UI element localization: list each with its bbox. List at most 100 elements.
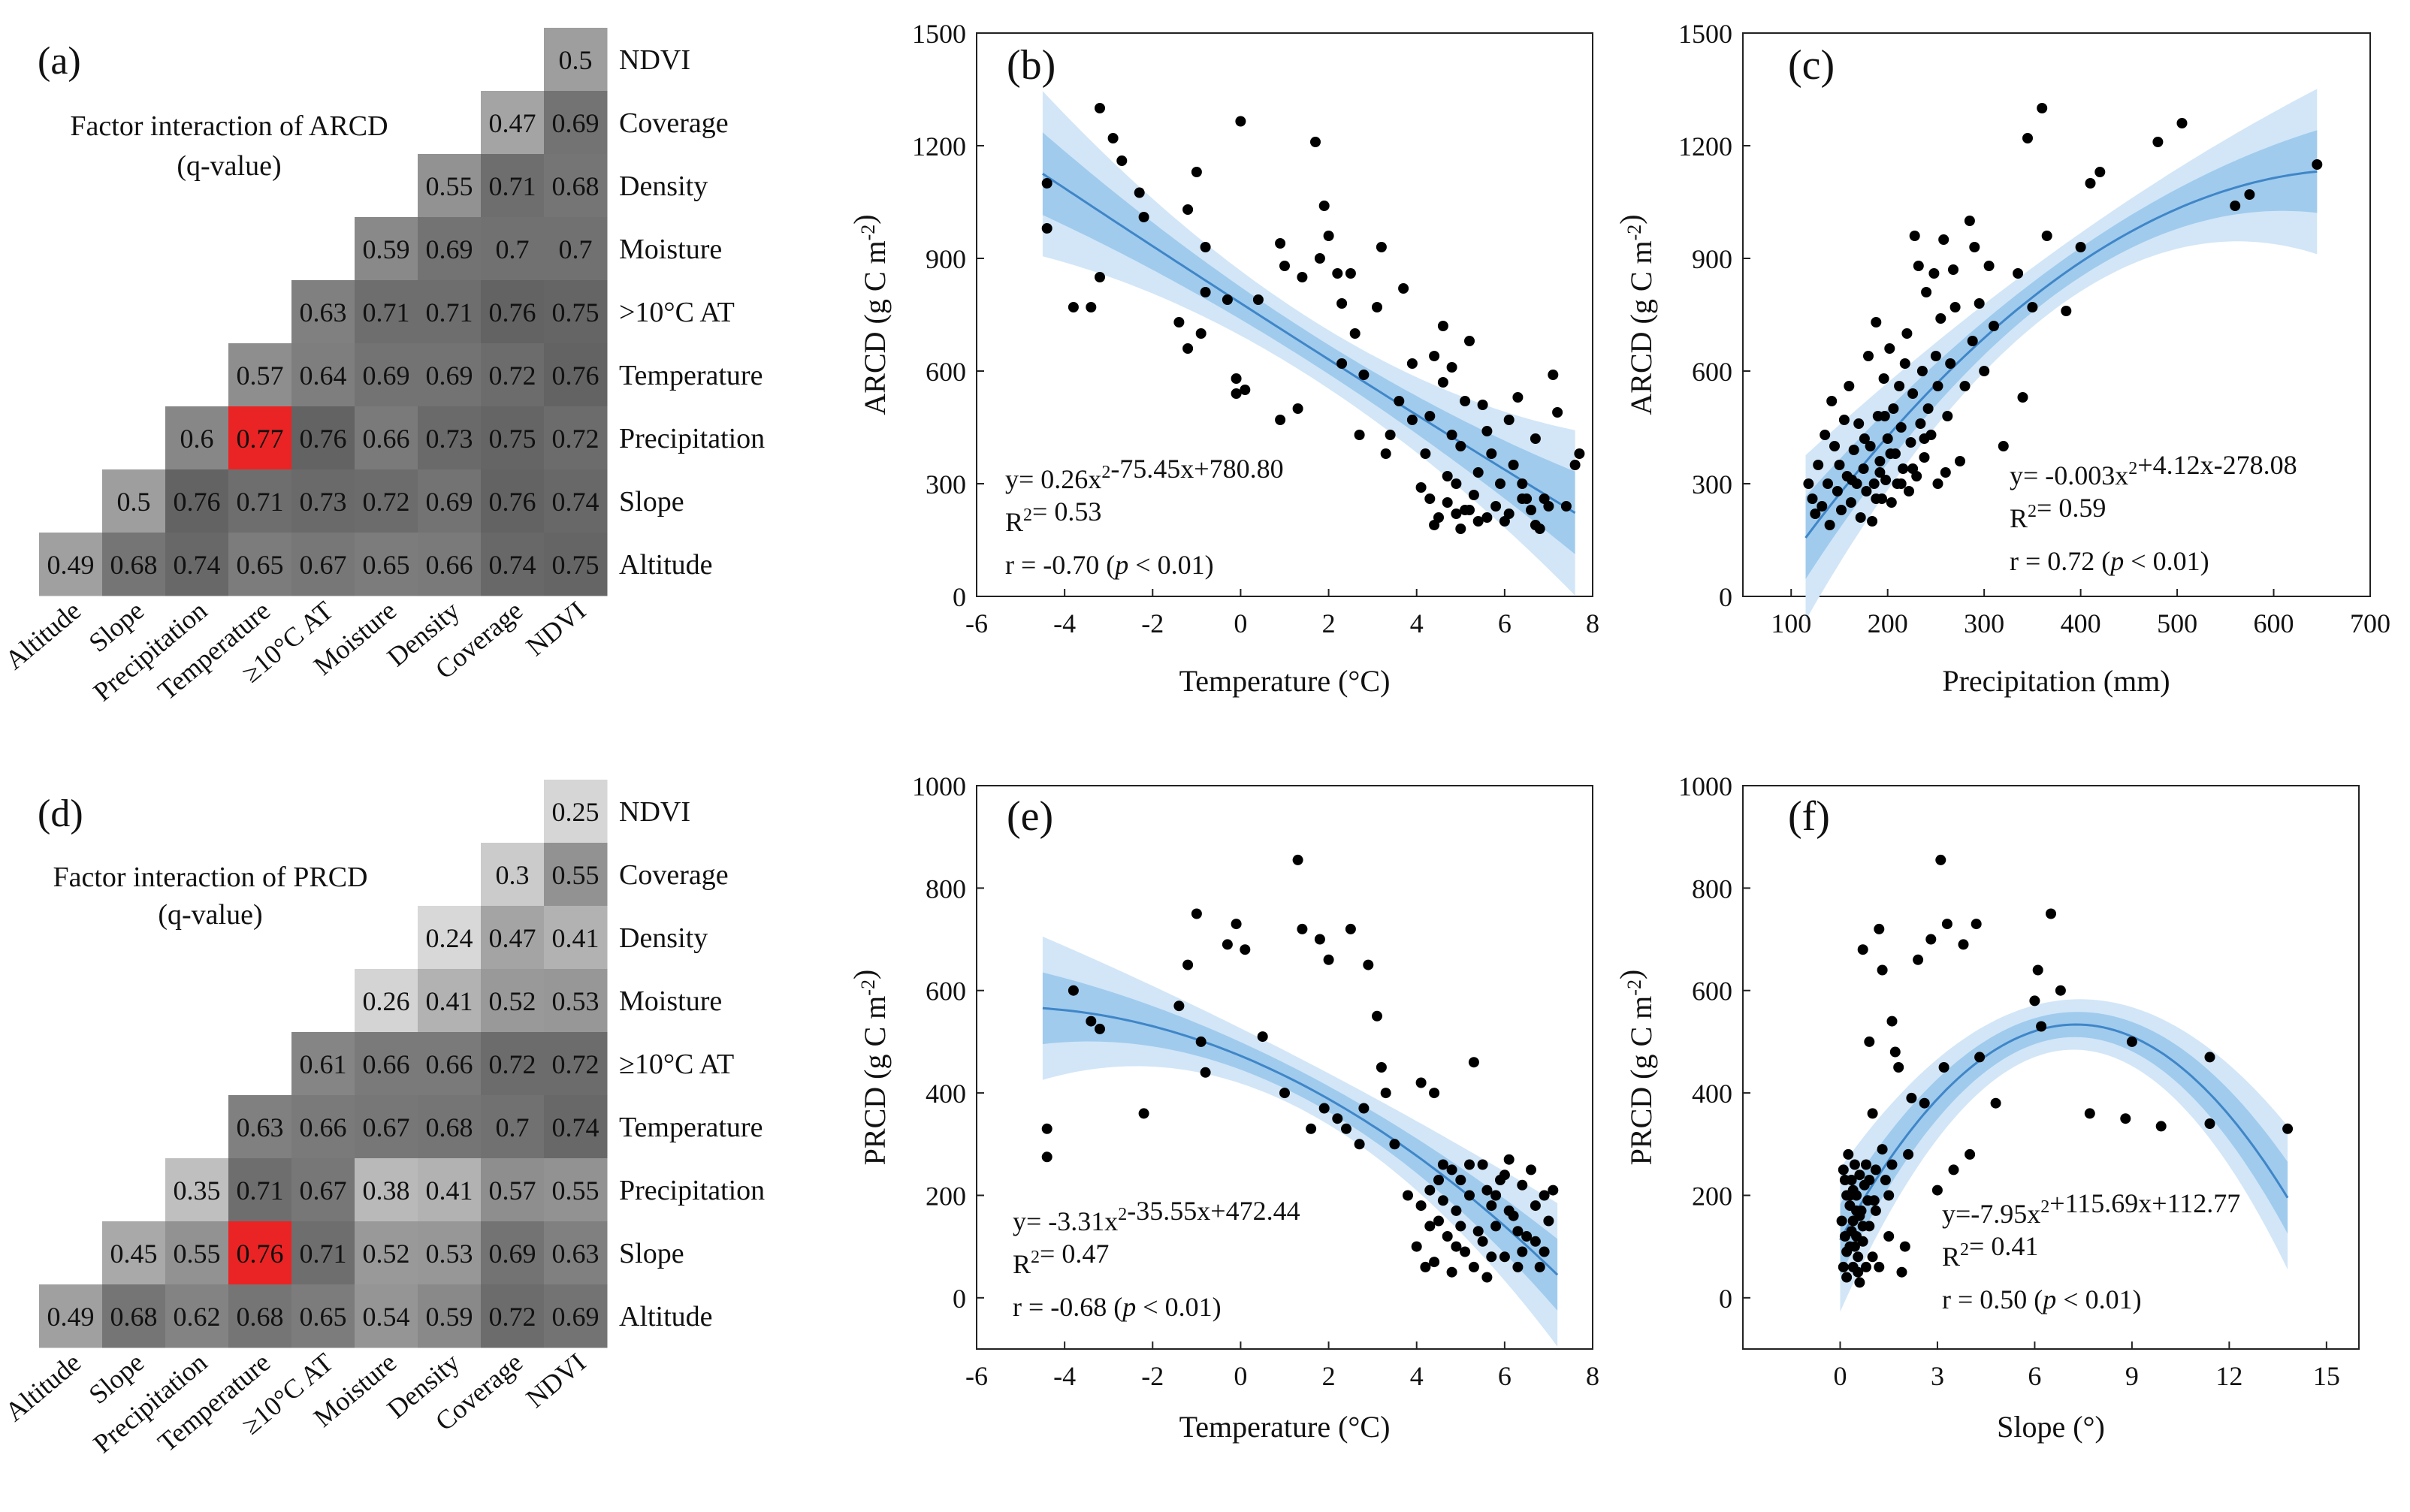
data-point — [1451, 509, 1462, 519]
heatmap-row-label: Coverage — [619, 859, 729, 891]
heatmap-cell — [228, 469, 292, 533]
x-tick-label: 9 — [2125, 1361, 2139, 1391]
heatmap-cell-value: 0.71 — [426, 297, 473, 327]
data-point — [1195, 328, 1207, 339]
data-point — [1481, 426, 1493, 436]
data-point — [1868, 1195, 1880, 1206]
heatmap-cell — [418, 1221, 482, 1285]
data-point — [2013, 268, 2024, 279]
fit-curve — [1042, 172, 1576, 515]
heatmap-cell — [291, 1095, 355, 1159]
heatmap-cell — [39, 533, 103, 596]
data-point — [1191, 908, 1202, 919]
data-point — [1472, 467, 1484, 478]
heatmap-cell-value: 0.59 — [426, 1302, 473, 1332]
data-point — [1530, 433, 1541, 444]
plot-frame — [1742, 785, 2360, 1350]
data-point — [1849, 1241, 1860, 1252]
heatmap-cell — [544, 843, 608, 907]
data-point — [2084, 1108, 2095, 1119]
data-point — [1490, 501, 1502, 512]
data-point — [1855, 512, 1866, 523]
data-point — [1803, 478, 1814, 489]
heatmap-cell — [355, 1158, 418, 1222]
data-point — [1464, 1190, 1475, 1201]
panel-label-a: (a) — [38, 40, 81, 83]
data-point — [1983, 261, 1995, 271]
data-point — [1222, 294, 1233, 305]
data-point — [1389, 1139, 1400, 1150]
data-point — [1863, 351, 1874, 361]
data-point — [1200, 242, 1211, 252]
data-point — [1958, 939, 1969, 950]
heatmap-row-label: Density — [619, 171, 708, 202]
heatmap-cell — [544, 469, 608, 533]
heatmap-cell — [481, 1032, 545, 1096]
data-point — [1889, 1046, 1901, 1058]
heatmap-cell-value: 0.35 — [174, 1175, 221, 1206]
x-tick-label: 6 — [2028, 1361, 2041, 1391]
data-point — [1442, 1231, 1453, 1242]
data-point — [2120, 1113, 2131, 1124]
heatmap-row-label: Slope — [619, 486, 684, 518]
y-tick-label: 1200 — [1678, 131, 1732, 161]
heatmap-row-label: NDVI — [619, 44, 690, 76]
data-point — [1907, 388, 1919, 399]
heatmap-cell-value: 0.7 — [496, 1112, 530, 1142]
x-tick-label: 0 — [1833, 1361, 1847, 1391]
data-point — [1222, 939, 1233, 950]
heatmap-cell-value: 0.62 — [174, 1302, 221, 1332]
y-tick-label: 600 — [1692, 357, 1732, 387]
data-point — [1904, 486, 1914, 496]
data-point — [1530, 520, 1541, 530]
x-tick-label: 8 — [1586, 1361, 1599, 1391]
heatmap-cell — [481, 343, 545, 407]
data-point — [1517, 1179, 1528, 1191]
data-point — [1530, 1236, 1541, 1247]
fit-r-e: r = -0.68 (p < 0.01) — [1013, 1292, 1222, 1322]
data-point — [1883, 1190, 1895, 1201]
data-point — [1455, 1175, 1466, 1185]
heatmap-cell — [355, 1284, 418, 1348]
data-point — [1363, 959, 1374, 970]
heatmap-cell — [481, 843, 545, 907]
data-point — [1231, 919, 1242, 930]
data-point — [1332, 1113, 1343, 1124]
heatmap-cell-value: 0.76 — [489, 297, 536, 327]
heatmap-cell — [291, 280, 355, 344]
heatmap-cell-value: 0.55 — [552, 860, 599, 890]
data-point — [2017, 392, 2028, 403]
heatmap-cell-value: 0.67 — [300, 1175, 347, 1206]
data-point — [1041, 1123, 1052, 1134]
heatmap-row-label: Coverage — [619, 107, 729, 139]
data-point — [1574, 448, 1585, 459]
data-point — [1451, 1241, 1462, 1252]
heatmap-cell-value: 0.76 — [552, 361, 599, 391]
data-point — [1406, 415, 1418, 425]
heatmap-cell-value: 0.5 — [559, 45, 593, 75]
heatmap-cell — [544, 406, 608, 470]
data-point — [1834, 460, 1845, 470]
data-point — [1521, 1231, 1533, 1242]
y-tick-label: 400 — [1692, 1079, 1732, 1109]
data-point — [1882, 433, 1893, 444]
data-point — [1921, 287, 1932, 297]
scatter-panel-c: (c) Precipitation (mm) ARCD (g C m-2) y=… — [1614, 19, 2390, 698]
data-point — [1942, 411, 1953, 421]
data-point — [1867, 516, 1878, 527]
data-point — [1429, 520, 1440, 530]
heatmap-cell-value: 0.68 — [110, 1302, 158, 1332]
data-point — [1252, 294, 1264, 305]
heatmap-cell-value: 0.71 — [237, 1175, 284, 1206]
x-tick-label: 700 — [2350, 608, 2390, 638]
data-point — [1959, 381, 1971, 391]
data-point — [1853, 418, 1865, 429]
fit-curve — [1839, 1023, 2289, 1241]
heatmap-cell — [418, 469, 482, 533]
heatmap-cell — [418, 406, 482, 470]
heatmap-cell — [544, 780, 608, 844]
data-point — [2312, 159, 2323, 170]
data-point — [1903, 1148, 1914, 1160]
data-point — [2152, 137, 2164, 147]
x-tick-label: -6 — [965, 1361, 988, 1391]
